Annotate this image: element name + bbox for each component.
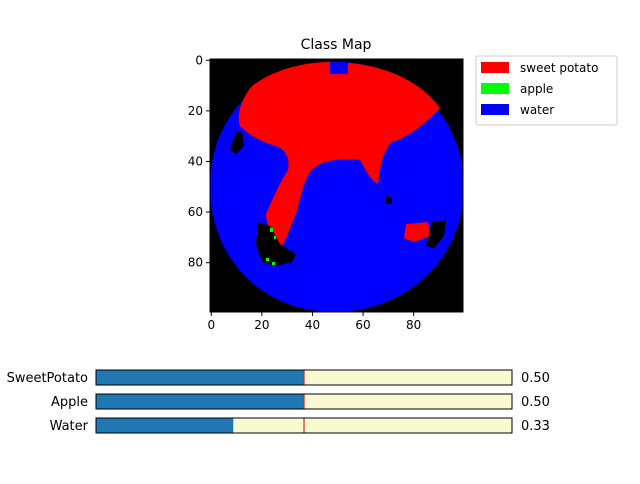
bar-category-label: Water <box>50 419 89 434</box>
bar-frame <box>95 417 513 434</box>
class-map-image <box>209 58 464 313</box>
score-bars: SweetPotato 0.50 Apple 0.50 Water 0.33 <box>7 369 550 434</box>
y-tick-label: 40 <box>188 154 203 168</box>
bar-frame <box>95 369 513 386</box>
bar-fill <box>96 370 304 385</box>
region-apple-3 <box>272 262 275 265</box>
legend-swatch <box>481 104 509 115</box>
region-sweet-potato <box>238 62 440 246</box>
x-tick-label: 80 <box>406 318 421 332</box>
legend-label: apple <box>520 82 553 96</box>
bar-fill <box>96 394 304 409</box>
region-sweet-potato-right <box>404 222 430 242</box>
x-tick-label: 20 <box>254 318 269 332</box>
legend-swatch <box>481 83 509 94</box>
y-tick-label: 20 <box>188 104 203 118</box>
bar-category-label: SweetPotato <box>7 371 88 386</box>
region-apple-2 <box>266 258 269 261</box>
bar-value-label: 0.33 <box>521 419 550 434</box>
x-tick-label: 60 <box>355 318 370 332</box>
bar-category-label: Apple <box>51 395 88 410</box>
region-water-top <box>330 62 348 74</box>
legend-label: sweet potato <box>520 61 598 75</box>
class-map-frame <box>209 58 464 313</box>
region-none-bottom-left <box>256 222 296 266</box>
bar-frame <box>95 393 513 410</box>
class-map-y-ticks: 0 20 40 60 80 <box>188 53 210 270</box>
class-map-x-ticks: 0 20 40 60 80 <box>207 312 421 332</box>
class-map-title: Class Map <box>301 37 372 53</box>
y-tick-label: 0 <box>195 53 203 67</box>
x-tick-label: 0 <box>207 318 215 332</box>
legend-frame <box>475 55 618 126</box>
y-tick-label: 60 <box>188 205 203 219</box>
bar-value-label: 0.50 <box>521 371 550 386</box>
legend-label: water <box>520 103 554 117</box>
region-none-top-right <box>386 196 392 204</box>
class-map-legend: sweet potato apple water <box>475 55 618 126</box>
region-none-left <box>230 132 244 154</box>
bar-fill <box>96 418 234 433</box>
x-tick-label: 40 <box>305 318 320 332</box>
region-none-right <box>426 220 446 248</box>
class-map-axes: Class Map <box>188 37 464 332</box>
y-tick-label: 80 <box>188 256 203 270</box>
bar-value-label: 0.50 <box>521 395 550 410</box>
region-apple-4 <box>274 236 276 239</box>
region-apple-1 <box>270 228 273 232</box>
legend-swatch <box>481 62 509 73</box>
